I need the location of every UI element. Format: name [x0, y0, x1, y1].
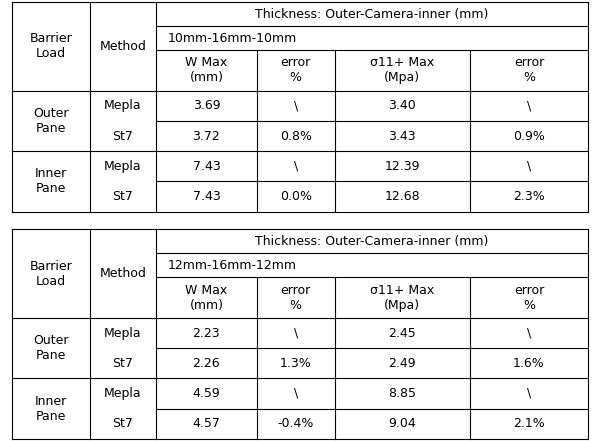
Text: 10mm-16mm-10mm: 10mm-16mm-10mm [167, 32, 297, 45]
Text: error
%: error % [281, 284, 311, 312]
Text: \: \ [293, 160, 298, 173]
Text: Inner
Pane: Inner Pane [35, 395, 67, 422]
Text: \: \ [527, 387, 531, 400]
Text: \: \ [527, 326, 531, 340]
Text: 3.43: 3.43 [388, 130, 416, 142]
Text: Barrier
Load: Barrier Load [29, 33, 72, 60]
Text: \: \ [527, 99, 531, 112]
Text: 3.69: 3.69 [193, 99, 220, 112]
Text: Barrier
Load: Barrier Load [29, 260, 72, 288]
Text: Mepla: Mepla [104, 99, 142, 112]
Text: -0.4%: -0.4% [277, 417, 314, 430]
Text: 12.39: 12.39 [385, 160, 420, 173]
Text: 2.23: 2.23 [193, 326, 220, 340]
Text: 0.8%: 0.8% [280, 130, 311, 142]
Text: Method: Method [100, 40, 146, 53]
Text: 1.6%: 1.6% [513, 357, 545, 370]
Text: Inner
Pane: Inner Pane [35, 168, 67, 195]
Text: error
%: error % [514, 284, 544, 312]
Text: \: \ [527, 160, 531, 173]
Text: error
%: error % [281, 56, 311, 85]
Text: 2.45: 2.45 [388, 326, 416, 340]
Text: Thickness: Outer-Camera-inner (mm): Thickness: Outer-Camera-inner (mm) [256, 7, 488, 21]
Text: Thickness: Outer-Camera-inner (mm): Thickness: Outer-Camera-inner (mm) [256, 235, 488, 248]
Text: 3.72: 3.72 [193, 130, 220, 142]
Text: W Max
(mm): W Max (mm) [185, 56, 227, 85]
Text: Outer
Pane: Outer Pane [33, 334, 68, 362]
Text: 0.9%: 0.9% [513, 130, 545, 142]
Text: \: \ [293, 387, 298, 400]
Text: 1.3%: 1.3% [280, 357, 311, 370]
Text: St7: St7 [112, 357, 133, 370]
Text: 7.43: 7.43 [193, 190, 220, 203]
Text: 4.59: 4.59 [193, 387, 220, 400]
Text: σ11+ Max
(Mpa): σ11+ Max (Mpa) [370, 56, 434, 85]
Text: Outer
Pane: Outer Pane [33, 107, 68, 135]
Text: Mepla: Mepla [104, 160, 142, 173]
Text: 4.57: 4.57 [193, 417, 220, 430]
Text: 3.40: 3.40 [388, 99, 416, 112]
Text: St7: St7 [112, 190, 133, 203]
Text: 2.26: 2.26 [193, 357, 220, 370]
Text: 12.68: 12.68 [385, 190, 420, 203]
Text: Mepla: Mepla [104, 387, 142, 400]
Text: 12mm-16mm-12mm: 12mm-16mm-12mm [167, 259, 296, 272]
Text: Method: Method [100, 267, 146, 280]
Text: 2.1%: 2.1% [513, 417, 545, 430]
Text: Mepla: Mepla [104, 326, 142, 340]
Text: error
%: error % [514, 56, 544, 85]
Text: 0.0%: 0.0% [280, 190, 311, 203]
Text: \: \ [293, 326, 298, 340]
Text: 7.43: 7.43 [193, 160, 220, 173]
Text: St7: St7 [112, 417, 133, 430]
Text: \: \ [293, 99, 298, 112]
Text: 9.04: 9.04 [388, 417, 416, 430]
Text: 8.85: 8.85 [388, 387, 416, 400]
Text: 2.3%: 2.3% [513, 190, 545, 203]
Text: W Max
(mm): W Max (mm) [185, 284, 227, 312]
Text: St7: St7 [112, 130, 133, 142]
Text: σ11+ Max
(Mpa): σ11+ Max (Mpa) [370, 284, 434, 312]
Text: 2.49: 2.49 [388, 357, 416, 370]
